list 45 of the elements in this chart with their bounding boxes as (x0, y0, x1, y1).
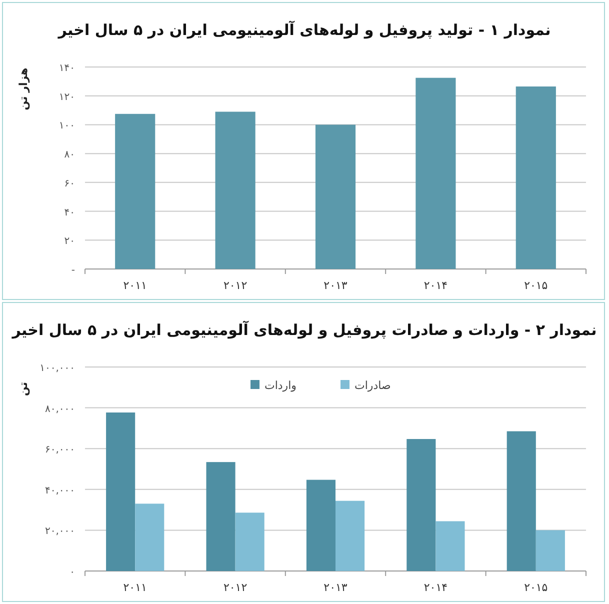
y-axis-title: تن (17, 382, 30, 396)
bar (235, 512, 264, 571)
y-tick-label: ۱۴۰ (58, 63, 75, 74)
bar (115, 114, 156, 269)
x-tick-label: ۲۰۱۳ (324, 279, 348, 292)
y-tick-label: - (71, 265, 76, 276)
y-tick-label: ۴۰,۰۰۰ (44, 485, 75, 496)
bar (336, 500, 365, 571)
bar (206, 462, 236, 571)
x-tick-label: ۲۰۱۴ (424, 581, 448, 594)
bar (536, 530, 565, 571)
y-tick-label: ۶۰ (64, 178, 75, 190)
bar (315, 124, 356, 269)
x-tick-label: ۲۰۱۵ (524, 279, 548, 292)
y-axis-title: هزار تن (17, 68, 30, 110)
x-tick-label: ۲۰۱۳ (324, 581, 348, 594)
y-tick-label: ۸۰ (64, 150, 75, 161)
y-tick-label: ۰ (70, 567, 75, 578)
y-tick-label: ۶۰,۰۰۰ (44, 444, 75, 456)
y-tick-label: ۲۰ (64, 236, 75, 248)
x-tick-label: ۲۰۱۲ (223, 279, 248, 292)
legend-label: صادرات (354, 379, 391, 392)
bar (215, 112, 256, 269)
legend-label: واردات (264, 379, 296, 392)
x-tick-label: ۲۰۱۱ (123, 279, 147, 292)
x-tick-label: ۲۰۱۲ (223, 581, 248, 594)
bar (306, 480, 336, 571)
bar (106, 412, 136, 571)
bar (506, 431, 536, 571)
x-tick-label: ۲۰۱۴ (424, 279, 448, 292)
bar (416, 78, 456, 269)
bar (406, 439, 436, 571)
bar (436, 521, 465, 571)
bar (135, 504, 164, 571)
chart-title: نمودار ۲ - واردات و صادرات پروفیل و لوله‌های آلومینیومی ایران در ۵ سال اخیر (11, 320, 597, 339)
chart-title: نمودار ۱ - تولید پروفیل و لوله‌های آلومینیومی ایران در ۵ سال اخیر (57, 20, 551, 39)
y-tick-label: ۲۰,۰۰۰ (44, 526, 75, 538)
y-tick-label: ۱۰۰,۰۰۰ (40, 363, 75, 374)
y-tick-label: ۱۰۰ (58, 120, 75, 132)
y-tick-label: ۸۰,۰۰۰ (44, 404, 75, 415)
y-tick-label: ۴۰ (64, 207, 75, 218)
y-tick-label: ۱۲۰ (58, 92, 75, 103)
bar (516, 86, 556, 269)
x-tick-label: ۲۰۱۱ (123, 581, 147, 594)
x-tick-label: ۲۰۱۵ (524, 581, 548, 594)
